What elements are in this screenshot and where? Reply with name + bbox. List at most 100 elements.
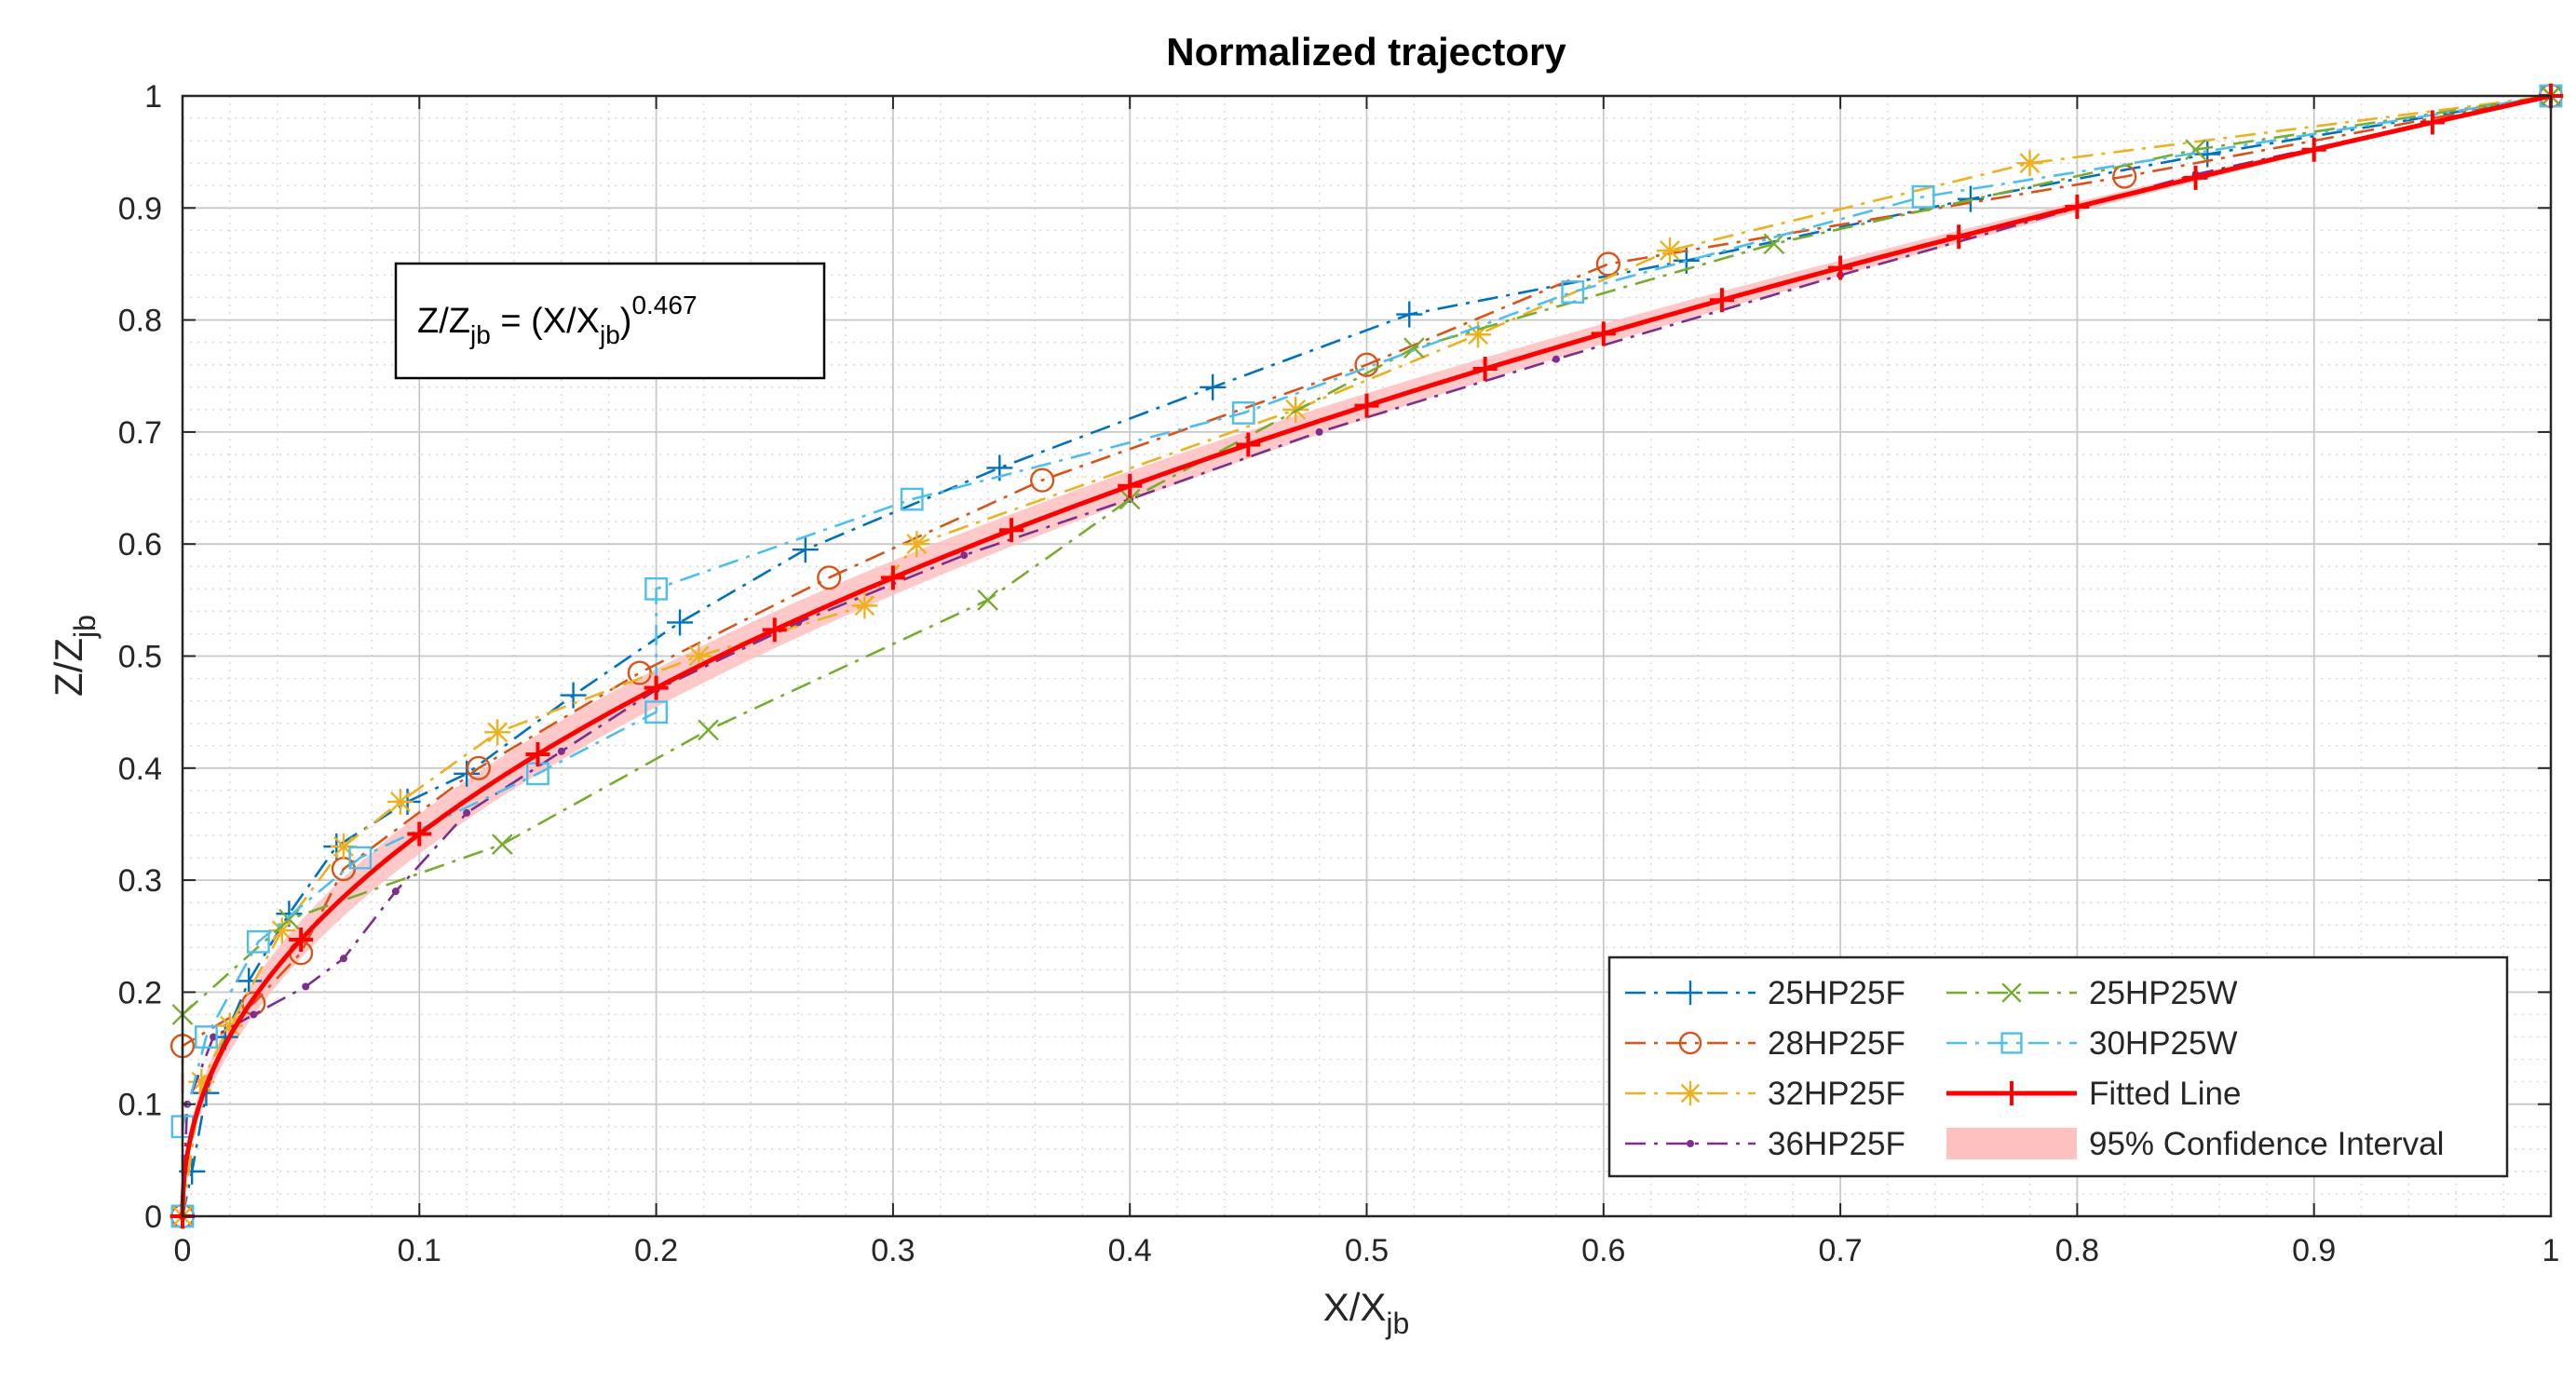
data-point-dot (391, 887, 400, 896)
data-point (210, 1033, 218, 1041)
y-tick-label: 0.7 (118, 415, 162, 451)
data-point (302, 982, 310, 991)
legend-item: 28HP25F (1625, 1025, 1905, 1062)
legend-marker-ring (1678, 1031, 1702, 1055)
equation-close: ) (620, 302, 632, 341)
legend-item: 32HP25F (1625, 1076, 1905, 1112)
legend-label: 36HP25F (1768, 1126, 1905, 1162)
data-point-d2 (191, 1071, 212, 1092)
data-point (236, 968, 263, 995)
data-point-d2 (1403, 337, 1425, 359)
data-point-d2 (1285, 399, 1307, 420)
data-point-d2 (2019, 153, 2040, 174)
fitted-marker (525, 741, 550, 766)
y-tick-label: 1 (144, 79, 162, 115)
fitted-marker (2183, 165, 2208, 190)
data-point (1595, 251, 1620, 277)
legend-swatch (1946, 1128, 2077, 1159)
fitted-marker (407, 821, 432, 847)
data-point (1354, 352, 1379, 377)
data-point (454, 760, 481, 787)
legend-item: 95% Confidence Interval (1946, 1126, 2444, 1162)
legend-label: 30HP25W (2089, 1025, 2238, 1062)
data-point (977, 589, 998, 611)
legend-label: 95% Confidence Interval (2089, 1126, 2444, 1162)
y-axis-label: Z/Zjb (47, 615, 102, 697)
data-point (1282, 396, 1309, 423)
data-point-dot (302, 982, 310, 991)
data-point (667, 609, 694, 636)
data-point (1465, 321, 1492, 348)
legend-items: 25HP25F 25HP25W 28HP25F 30HP25W 32HP25F Fitte… (1625, 975, 2444, 1162)
data-point (1561, 280, 1585, 304)
data-point (903, 531, 930, 558)
x-tick-label: 0.5 (1345, 1233, 1389, 1268)
data-point-d2 (271, 920, 292, 942)
legend: 25HP25F 25HP25W 28HP25F 30HP25W 32HP25F Fitte… (1607, 955, 2509, 1178)
data-point (386, 788, 414, 815)
fitted-marker (1354, 393, 1379, 418)
equation-mid: = (X/X (491, 302, 600, 341)
equation-text: Z/Zjb = (X/Xjb)0.467 (417, 291, 698, 349)
fitted-curve (180, 93, 2552, 1216)
data-point (900, 487, 924, 511)
data-point (268, 917, 295, 944)
data-point-dot (339, 955, 347, 963)
data-point-d2 (487, 722, 508, 743)
legend-marker (1678, 1081, 1702, 1105)
y-axis-label-sub: jb (68, 615, 102, 639)
series-line (181, 94, 2552, 1216)
series-line (181, 94, 2552, 1216)
x-tick-label: 0.8 (2055, 1233, 2099, 1268)
series-line (181, 94, 2552, 1217)
data-point-d2 (491, 833, 513, 855)
data-point (278, 908, 300, 930)
legend-label: 32HP25F (1768, 1076, 1905, 1112)
data-point-dot (1315, 427, 1323, 436)
data-point (2016, 150, 2043, 177)
data-point-box (900, 487, 924, 511)
data-point (627, 660, 652, 685)
x-tick-label: 0.7 (1818, 1233, 1862, 1268)
data-point (246, 929, 270, 954)
y-tick-label: 0.8 (118, 304, 162, 339)
data-point (557, 747, 565, 755)
data-point (1657, 237, 1684, 264)
data-point (484, 719, 511, 746)
data-point-box (1561, 280, 1585, 304)
data-point-box (195, 1025, 218, 1049)
fitted-marker (1828, 255, 1853, 280)
x-tick-label: 0.3 (871, 1233, 915, 1268)
equation-rhs-sub: jb (599, 320, 620, 349)
data-point-d2 (1119, 488, 1141, 510)
y-tick-label: 0.6 (118, 527, 162, 562)
equation-lhs: Z/Z (417, 302, 470, 341)
data-point-d2 (854, 595, 875, 616)
legend-marker-d2 (2001, 982, 2022, 1003)
data-point (792, 536, 819, 563)
fitted-marker (644, 675, 669, 700)
data-point (2185, 139, 2206, 161)
data-point (1315, 427, 1323, 436)
data-point-box (1231, 401, 1255, 425)
x-axis-label-sub: jb (1385, 1307, 1409, 1340)
fitted-marker (2420, 110, 2445, 135)
equation-lhs-sub: jb (469, 320, 491, 349)
y-tick-label: 0 (144, 1199, 162, 1235)
data-point-dot (960, 551, 969, 560)
fitted-marker (2065, 195, 2090, 220)
data-point-box (348, 846, 373, 870)
series-25hp25w (171, 85, 2562, 1025)
fitted-marker (1472, 357, 1498, 382)
data-point (851, 592, 878, 619)
data-point (250, 1010, 258, 1019)
legend-label: Fitted Line (2089, 1076, 2241, 1112)
fitted-marker (289, 928, 314, 953)
data-point (1552, 355, 1560, 363)
fitted-marker (1709, 288, 1734, 313)
data-point-ring (1595, 251, 1620, 277)
data-point-d2 (1763, 233, 1785, 255)
series-32hp25f (169, 83, 2564, 1229)
data-point-d2 (688, 645, 710, 667)
data-point (466, 755, 491, 780)
